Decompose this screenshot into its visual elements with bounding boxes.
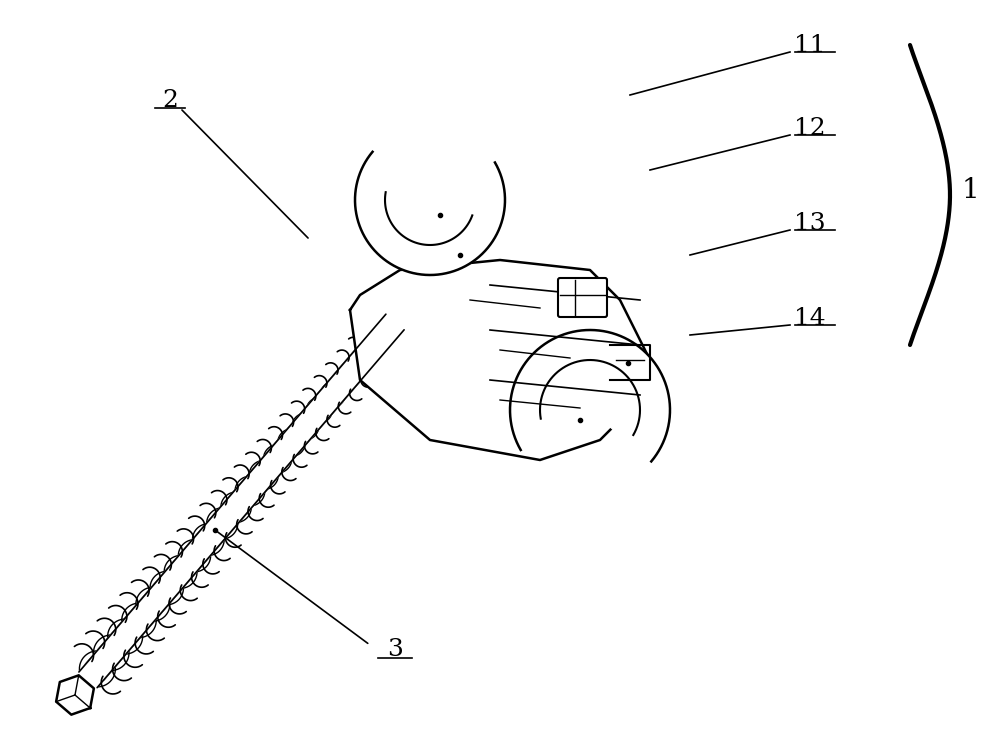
- Text: 13: 13: [794, 212, 826, 234]
- Polygon shape: [56, 675, 94, 715]
- Text: 12: 12: [794, 116, 826, 139]
- Text: 2: 2: [162, 88, 178, 111]
- Text: 1: 1: [961, 176, 979, 203]
- FancyBboxPatch shape: [558, 278, 607, 317]
- Polygon shape: [76, 314, 404, 691]
- Text: 14: 14: [794, 307, 826, 329]
- Polygon shape: [350, 260, 650, 460]
- Text: 11: 11: [794, 33, 826, 57]
- Polygon shape: [510, 330, 670, 461]
- Polygon shape: [355, 152, 505, 275]
- Text: 3: 3: [387, 638, 403, 662]
- Polygon shape: [58, 677, 92, 713]
